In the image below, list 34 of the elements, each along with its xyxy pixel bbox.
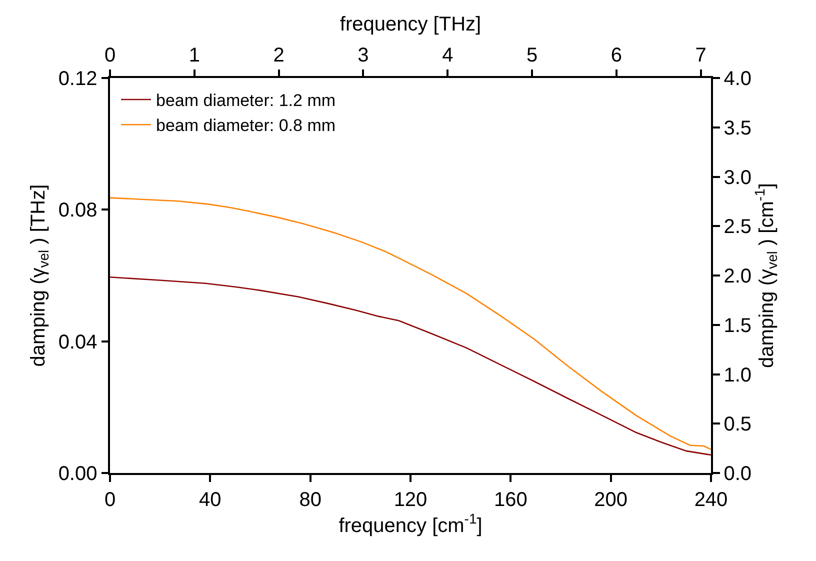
y2-tick-label: 4.0	[724, 68, 752, 90]
x-tick-label: 120	[394, 488, 428, 511]
y2-tick-label: 0.0	[724, 463, 752, 485]
x2-tick-label: 3	[358, 44, 369, 66]
legend-label: beam diameter: 1.2 mm	[156, 91, 336, 110]
x-tick-label: 200	[594, 488, 628, 511]
y-tick-label: 0.00	[58, 463, 98, 485]
y-tick-label: 0.04	[58, 331, 98, 354]
x2-tick-label: 4	[442, 44, 454, 66]
x-tick-label: 40	[199, 488, 222, 511]
y2-tick-label: 3.5	[724, 117, 752, 140]
y-tick-label: 0.12	[58, 68, 98, 90]
x-tick-label: 240	[694, 488, 728, 511]
x2-tick-label: 2	[273, 44, 284, 66]
x2-axis-title: frequency [THz]	[340, 13, 482, 36]
y2-tick-label: 2.0	[724, 266, 752, 288]
x-axis-title: frequency [cm$^{-1}$]	[338, 510, 482, 538]
x2-tick-label: 1	[188, 44, 200, 66]
y-tick-label: 0.08	[58, 200, 98, 222]
line-series	[110, 197, 711, 450]
x-tick-label: 0	[104, 488, 116, 511]
y2-tick-label: 0.5	[724, 414, 752, 436]
y2-tick-label: 3.0	[724, 166, 752, 189]
line-series	[110, 276, 711, 456]
x2-tick-label: 0	[104, 44, 116, 66]
x-tick-label: 80	[299, 488, 322, 511]
x2-tick-label: 7	[695, 44, 706, 66]
legend-label: beam diameter: 0.8 mm	[156, 116, 336, 136]
x2-tick-label: 5	[526, 44, 538, 66]
x-tick-label: 160	[494, 488, 528, 511]
y2-tick-label: 2.5	[724, 216, 752, 238]
x2-tick-label: 6	[610, 44, 622, 66]
y2-tick-label: 1.0	[724, 364, 752, 386]
y2-tick-label: 1.5	[724, 314, 752, 337]
